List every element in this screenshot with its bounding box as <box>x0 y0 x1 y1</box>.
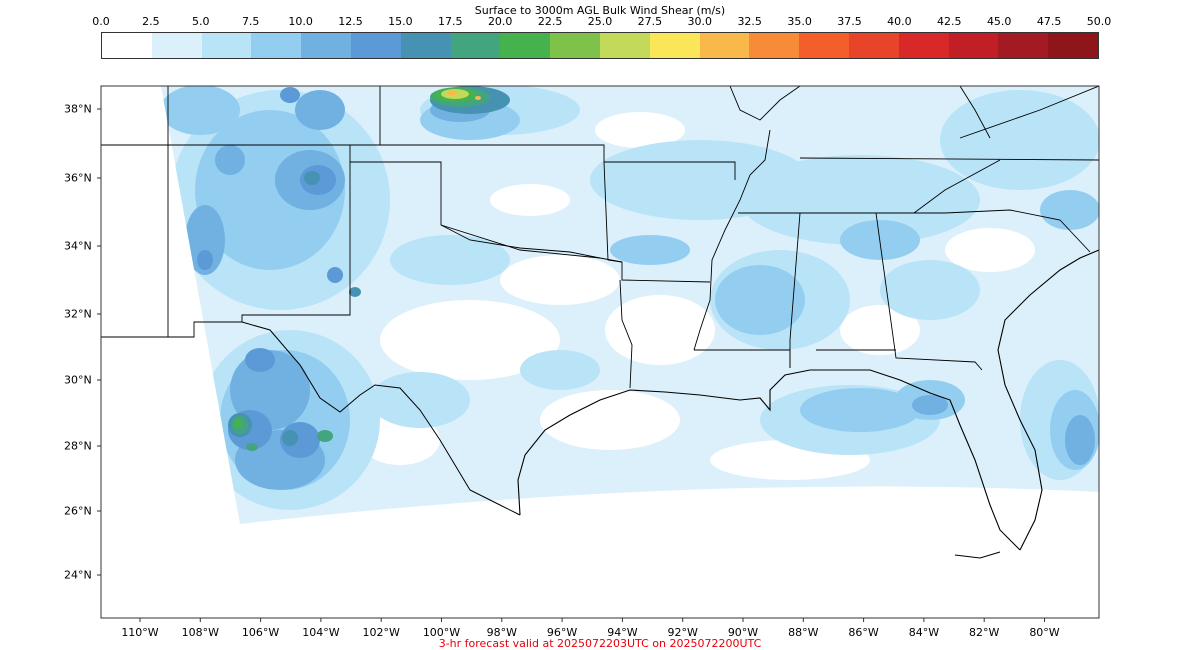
latitude-label: 32°N <box>64 307 92 321</box>
colorbar-tick-label: 40.0 <box>887 15 912 28</box>
latitude-label: 30°N <box>64 373 92 387</box>
longitude-label: 92°W <box>667 626 698 639</box>
colorbar-segment <box>848 33 899 58</box>
longitude-label: 102°W <box>362 626 400 639</box>
colorbar-segment <box>699 33 750 58</box>
colorbar-tick-label: 12.5 <box>338 15 363 28</box>
map-frame <box>100 85 1100 619</box>
latitude-label: 24°N <box>64 568 92 582</box>
colorbar-tick-label: 5.0 <box>192 15 210 28</box>
colorbar-segment <box>799 33 849 58</box>
longitude-label: 84°W <box>908 626 940 639</box>
longitude-label: 108°W <box>181 626 219 639</box>
colorbar-tick-label: 45.0 <box>986 15 1012 28</box>
colorbar-segment <box>898 33 949 58</box>
shear-field <box>101 86 1099 524</box>
colorbar-tick-label: 30.0 <box>687 15 713 28</box>
longitude-label: 100°W <box>422 626 461 639</box>
colorbar-segment <box>550 33 600 58</box>
colorbar-segment <box>102 33 152 58</box>
colorbar-segment <box>350 33 401 58</box>
longitude-label: 86°W <box>848 626 879 639</box>
longitude-label: 90°W <box>727 626 759 639</box>
state-borders <box>101 86 1099 389</box>
longitude-label: 110°W <box>121 626 159 639</box>
longitude-label: 82°W <box>969 626 1000 639</box>
longitude-label: 106°W <box>241 626 280 639</box>
colorbar-tick-label: 27.5 <box>637 15 663 28</box>
colorbar-tick-label: 47.5 <box>1036 15 1062 28</box>
coastline <box>517 249 1099 559</box>
colorbar-segment <box>450 33 501 58</box>
colorbar-tick-label: 15.0 <box>388 15 413 28</box>
colorbar-segment <box>998 33 1049 58</box>
longitude-label: 104°W <box>302 626 340 639</box>
colorbar-segment <box>500 33 551 58</box>
mexico-border <box>241 321 521 516</box>
colorbar-segment <box>301 33 351 58</box>
colorbar-segment <box>749 33 800 58</box>
colorbar-tick-label: 25.0 <box>587 15 613 28</box>
longitude-label: 94°W <box>607 626 638 639</box>
colorbar-segment <box>151 33 202 58</box>
colorbar-tick-label: 20.0 <box>487 15 513 28</box>
colorbar-tick-label: 2.5 <box>142 15 160 28</box>
colorbar-tick-label: 50.0 <box>1086 15 1112 28</box>
colorbar-tick-label: 10.0 <box>288 15 313 28</box>
colorbar-segment <box>649 33 700 58</box>
colorbar-tick-label: 17.5 <box>438 15 463 28</box>
latitude-label: 36°N <box>64 171 92 185</box>
colorbar-segment <box>251 33 302 58</box>
latitude-label: 26°N <box>64 504 92 518</box>
latitude-label: 38°N <box>64 102 92 116</box>
longitude-label: 98°W <box>486 626 517 639</box>
colorbar-tick-label: 42.5 <box>937 15 962 28</box>
colorbar-tick-label: 37.5 <box>837 15 862 28</box>
colorbar-segment <box>599 33 650 58</box>
colorbar-tick-label: 7.5 <box>241 15 260 28</box>
colorbar-tick-label: 32.5 <box>737 15 762 28</box>
colorbar-segment <box>1048 33 1098 58</box>
colorbar-segment <box>948 33 999 58</box>
colorbar <box>101 32 1099 59</box>
colorbar-tick-label: 0.0 <box>92 15 110 28</box>
forecast-valid-footer: 3-hr forecast valid at 2025072203UTC on … <box>438 637 762 650</box>
colorbar-tick-label: 22.5 <box>537 15 563 28</box>
longitude-label: 88°W <box>788 626 819 639</box>
colorbar-segment <box>400 33 451 58</box>
latitude-label: 34°N <box>64 239 92 253</box>
longitude-label: 96°W <box>546 626 578 639</box>
colorbar-tick-labels: 0.0 2.5 5.0 7.5 10.0 12.5 15.0 17.5 20.0 22.5 25.0… <box>0 15 1200 29</box>
colorbar-title: Surface to 3000m AGL Bulk Wind Shear (m/… <box>474 4 726 17</box>
colorbar-tick-label: 35.0 <box>787 15 812 28</box>
latitude-label: 28°N <box>64 439 92 453</box>
longitude-label: 80°W <box>1029 626 1060 639</box>
colorbar-segment <box>201 33 252 58</box>
